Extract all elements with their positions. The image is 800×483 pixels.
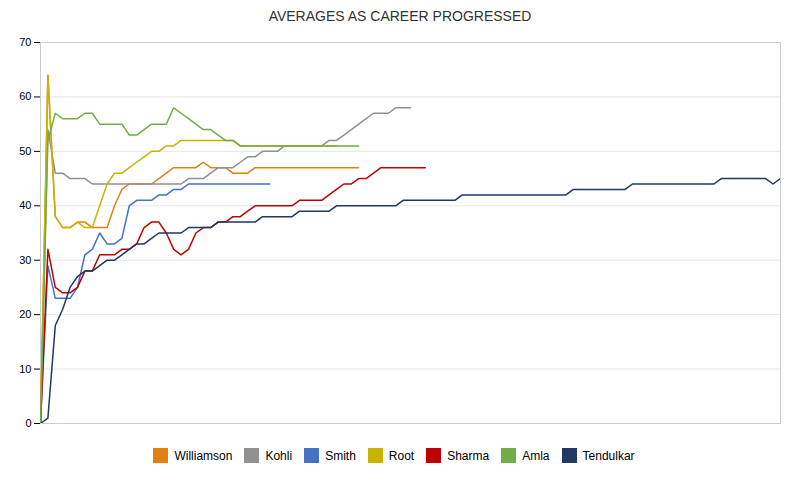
svg-text:40: 40	[19, 199, 31, 211]
html-text:Smith: Smith	[325, 448, 356, 463]
html-text:Root: Root	[388, 448, 415, 463]
html-text:Tendulkar: Tendulkar	[582, 448, 635, 463]
html-text:Amla: Amla	[522, 448, 550, 463]
svg-text:30: 30	[19, 254, 31, 266]
svg-text:70: 70	[19, 36, 31, 48]
svg-text:0: 0	[25, 417, 31, 429]
svg-text:20: 20	[19, 308, 31, 320]
html-text:Kohli: Kohli	[265, 448, 293, 463]
html-text:Sharma: Sharma	[447, 448, 490, 463]
html-text:Williamson: Williamson	[174, 448, 233, 463]
html-text:AVERAGES AS CAREER PROGRESSED: AVERAGES AS CAREER PROGRESSED	[268, 8, 532, 24]
svg-text:50: 50	[19, 145, 31, 157]
svg-text:10: 10	[19, 363, 31, 375]
svg-text:60: 60	[19, 90, 31, 102]
